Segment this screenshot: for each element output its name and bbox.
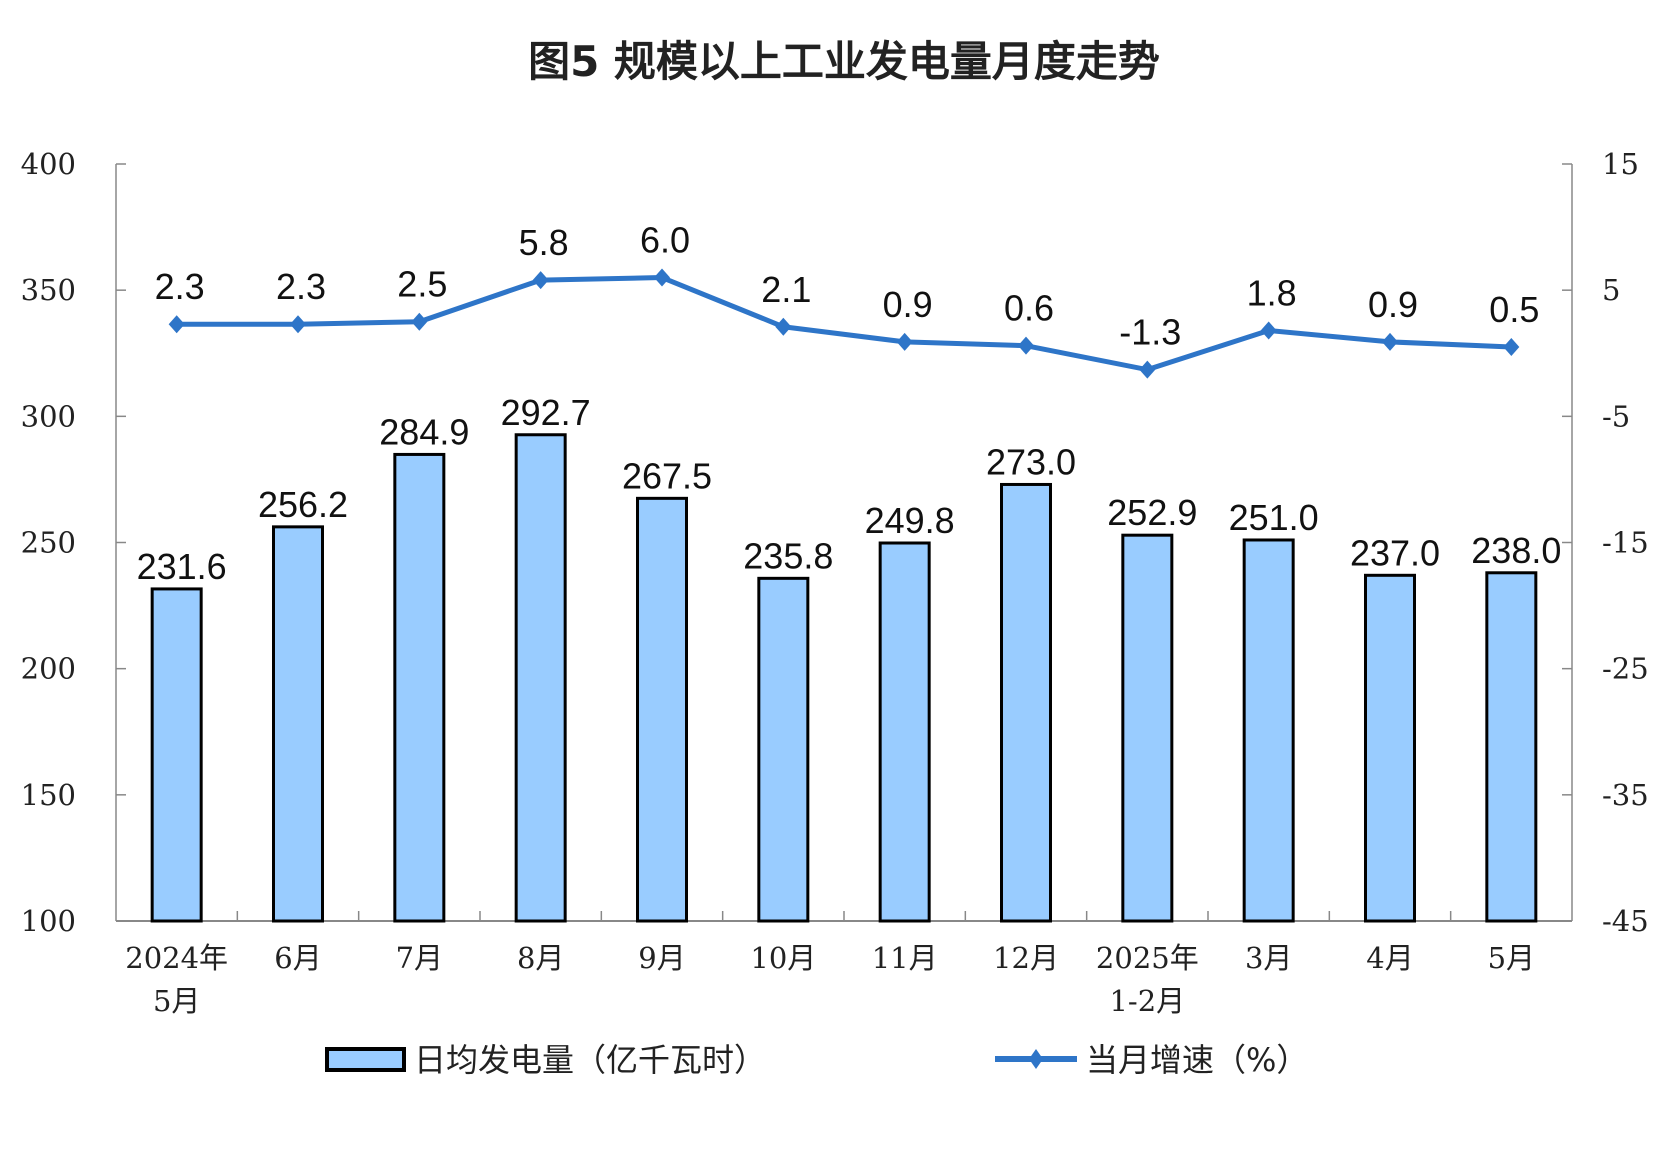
x-tick-label: 6月 <box>274 941 321 975</box>
growth-polyline <box>176 275 1512 373</box>
growth-line: 2.3 2.3 2.5 5.8 6.0 2.1 0.9 0.6 -1.3 1.8 0.9 0.5 <box>155 220 1539 379</box>
x-tick-label: 2025年 <box>1096 941 1199 975</box>
right-tick-label: -45 <box>1602 904 1649 938</box>
growth-point <box>1382 332 1398 351</box>
left-tick-label: 150 <box>21 778 76 812</box>
bar <box>1000 482 1052 923</box>
x-tick-label: 11月 <box>872 941 938 975</box>
growth-value-label: 5.8 <box>519 222 569 263</box>
right-tick-label: -25 <box>1602 652 1649 686</box>
growth-value-label: 2.1 <box>761 269 811 310</box>
growth-value-label: 0.9 <box>883 284 933 325</box>
bar <box>393 452 446 923</box>
bar <box>1242 538 1295 923</box>
bar <box>878 541 931 923</box>
bar-value-label: 238.0 <box>1471 530 1561 571</box>
bar-value-label: 252.9 <box>1107 492 1197 533</box>
growth-value-label: 6.0 <box>640 220 690 261</box>
growth-point <box>775 317 792 336</box>
bar-value-label: 235.8 <box>743 535 833 576</box>
legend-bar-label: 日均发电量（亿千瓦时） <box>414 1041 766 1079</box>
x-tick-label: 4月 <box>1366 941 1413 975</box>
bar-value-label: 249.8 <box>865 500 955 541</box>
bar <box>1121 533 1174 923</box>
growth-point <box>654 268 670 287</box>
growth-value-label: 2.3 <box>276 266 326 307</box>
x-tick-label: 5月 <box>1488 941 1535 975</box>
growth-point <box>1139 360 1156 379</box>
left-tick-label: 300 <box>21 399 76 433</box>
left-tick-label: 200 <box>21 652 76 686</box>
right-tick-label: -15 <box>1602 526 1649 560</box>
bar-value-label: 237.0 <box>1350 532 1440 573</box>
bar <box>150 587 203 923</box>
chart-title: 图5 规模以上工业发电量月度走势 <box>528 37 1160 86</box>
bar <box>514 433 567 923</box>
bar <box>757 576 810 923</box>
bar <box>1485 571 1538 923</box>
bars: 231.6 256.2 284.9 292.7 267.5 235.8 249.8 273.0… <box>137 392 1561 923</box>
legend-bar-swatch <box>325 1047 406 1072</box>
growth-value-label: -1.3 <box>1119 312 1181 353</box>
x-tick-label: 1-2月 <box>1109 984 1185 1018</box>
growth-value-label: 2.5 <box>397 264 447 305</box>
growth-point <box>896 332 913 351</box>
bar-value-label: 292.7 <box>501 392 591 433</box>
growth-point <box>290 315 306 334</box>
right-tick-label: -35 <box>1602 778 1649 812</box>
growth-point <box>168 315 185 334</box>
legend: 日均发电量（亿千瓦时） 当月增速（%） <box>325 1041 1308 1079</box>
left-tick-label: 250 <box>21 526 76 560</box>
growth-value-label: 0.5 <box>1489 289 1539 330</box>
axes: 100 150 200 250 300 350 400 -45 -35 -25 -15 -5 5 15 20… <box>21 147 1649 1018</box>
right-tick-label: -5 <box>1602 399 1630 433</box>
bar-value-label: 231.6 <box>137 546 227 587</box>
x-tick-label: 7月 <box>396 941 443 975</box>
bar-value-label: 273.0 <box>986 441 1076 482</box>
growth-value-label: 0.9 <box>1368 284 1418 325</box>
growth-value-label: 0.6 <box>1004 288 1054 329</box>
bar <box>1364 573 1416 923</box>
bar-value-label: 284.9 <box>379 411 469 452</box>
x-tick-label: 3月 <box>1245 941 1292 975</box>
left-tick-label: 350 <box>21 273 76 307</box>
x-tick-label: 5月 <box>153 984 200 1018</box>
legend-line-label: 当月增速（%） <box>1086 1041 1308 1079</box>
x-tick-label: 9月 <box>638 941 685 975</box>
bar <box>636 496 688 923</box>
left-tick-label: 400 <box>21 147 76 181</box>
growth-value-label: 1.8 <box>1247 273 1297 314</box>
right-tick-label: 5 <box>1602 273 1620 307</box>
right-tick-label: 15 <box>1602 147 1639 181</box>
bar-value-label: 256.2 <box>258 484 348 525</box>
growth-point <box>1260 321 1277 340</box>
x-tick-label: 12月 <box>993 941 1059 975</box>
growth-point <box>1018 336 1034 355</box>
x-tick-label: 2024年 <box>125 941 228 975</box>
legend-line-marker <box>1029 1049 1043 1069</box>
bar <box>272 525 324 923</box>
left-tick-label: 100 <box>21 904 76 938</box>
bar-value-label: 251.0 <box>1229 497 1319 538</box>
growth-point <box>532 271 549 290</box>
x-tick-label: 8月 <box>517 941 564 975</box>
growth-point <box>1503 337 1520 356</box>
bar-value-label: 267.5 <box>622 455 712 496</box>
growth-value-label: 2.3 <box>155 266 205 307</box>
x-tick-label: 10月 <box>750 941 816 975</box>
growth-point <box>411 312 428 331</box>
